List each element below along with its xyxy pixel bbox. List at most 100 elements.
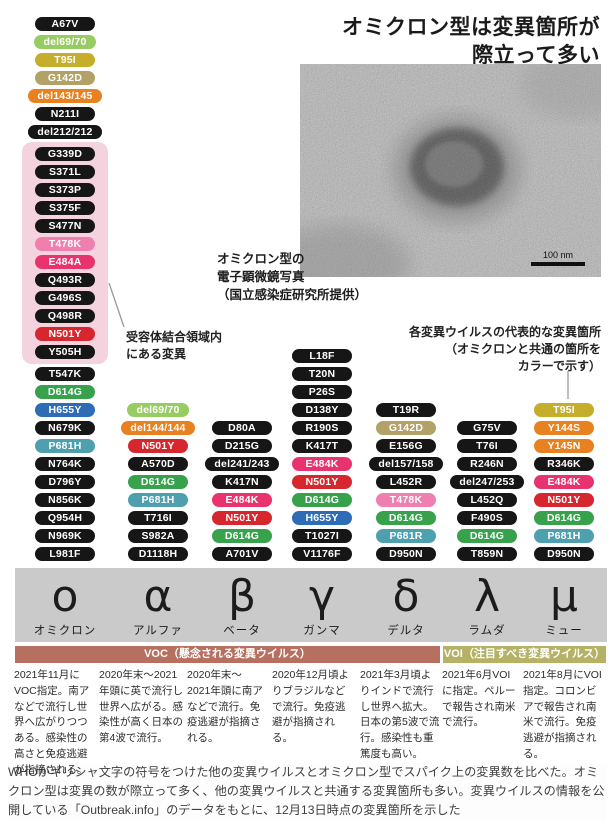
mutation-column-ベータ: D80A D215G del241/243 K417N E484K N501Y D614G A… [199, 421, 285, 561]
variant-description-オミクロン: 2021年11月にVOC指定。南アなどで流行し世界へ広がりつつある。感染性の高さ… [14, 669, 90, 776]
mutation-pill-T1027I: T1027I [292, 529, 352, 543]
variant-name: デルタ [387, 625, 425, 637]
mutation-pill-D1118H: D1118H [128, 547, 188, 561]
text-line: （国立感染症研究所提供） [217, 288, 368, 303]
mutation-pill-D215G: D215G [212, 439, 272, 453]
mutation-pill-del247/253: del247/253 [450, 475, 524, 489]
mutation-pill-G496S: G496S [35, 291, 95, 305]
greek-letter: δ [392, 571, 420, 622]
mutation-pill-T716I: T716I [128, 511, 188, 525]
leader-line-rbd [108, 282, 125, 328]
mutation-pill-Y145N: Y145N [534, 439, 594, 453]
text-line: 電子顕微鏡写真 [217, 270, 305, 285]
scale-bar [531, 262, 585, 266]
mutation-pill-D950N: D950N [376, 547, 436, 561]
mutation-pill-T478K: T478K [35, 237, 95, 251]
text-line: 受容体結合領域内 [126, 330, 223, 344]
variant-description-デルタ: 2021年3月頃よりインドで流行し世界へ拡大。日本の第5波で流行。感染性も重篤度… [360, 669, 440, 760]
mutation-pill-A67V: A67V [34, 17, 95, 31]
mutation-pill-E484K: E484K [534, 475, 594, 489]
mutation-pill-F490S: F490S [457, 511, 517, 525]
mutation-pill-Q493R: Q493R [35, 273, 95, 287]
mutation-pill-E484A: E484A [35, 255, 95, 269]
mutation-pill-L18F: L18F [292, 349, 352, 363]
mutation-pill-T859N: T859N [457, 547, 517, 561]
omicron-bottom-mutations: T547K D614G H655Y N679K P681H N764K D796Y N856K… [35, 367, 95, 561]
source-note: WHOがギリシャ文字の符号をつけた他の変異ウイルスとオミクロン型でスパイク上の変… [8, 763, 607, 820]
mutation-pill-R246N: R246N [457, 457, 517, 471]
greek-letter: γ [308, 571, 336, 622]
mutation-pill-T95I: T95I [534, 403, 594, 417]
mutation-pill-N969K: N969K [35, 529, 95, 543]
mutation-pill-del144/144: del144/144 [121, 421, 195, 435]
rbd-annotation: 受容体結合領域内 にある変異 [126, 329, 222, 363]
text-line: カラーで示す） [517, 358, 601, 373]
electron-microscope-photo: 100 nm [270, 49, 613, 304]
mutation-pill-T547K: T547K [35, 367, 95, 381]
greek-cell-デルタ: δ デルタ [361, 574, 451, 638]
variant-name: ラムダ [468, 625, 506, 637]
variant-description-ラムダ: 2021年6月VOIに指定。ペルーで報告され南米で流行。 [442, 669, 516, 729]
variant-name: ベータ [223, 625, 261, 637]
greek-cell-ベータ: β ベータ [197, 574, 287, 638]
mutation-pill-K417T: K417T [292, 439, 352, 453]
mutation-pill-del143/145: del143/145 [28, 89, 102, 103]
variant-description-アルファ: 2020年末〜2021年頭に英で流行し世界へ広がる。感染性が高く日本の第4波で流… [99, 669, 183, 744]
receptor-binding-domain-box: G339D S371L S373P S375F S477N T478K E484A Q493R… [22, 142, 108, 364]
mutation-pill-N764K: N764K [35, 457, 95, 471]
mutation-pill-del157/158: del157/158 [369, 457, 443, 471]
mutation-pill-T478K: T478K [376, 493, 436, 507]
mutation-pill-N501Y: N501Y [292, 475, 352, 489]
variant-name: アルファ [133, 625, 183, 637]
text-line: 各変異ウイルスの代表的な変異箇所 [408, 325, 601, 339]
greek-letter: β [227, 571, 257, 622]
mutation-pill-T95I: T95I [34, 53, 95, 67]
mutation-pill-H655Y: H655Y [292, 511, 352, 525]
mutation-pill-P681R: P681R [376, 529, 436, 543]
voc-classification-bar: VOC（懸念される変異ウイルス） [15, 646, 440, 663]
mutation-pill-D614G: D614G [534, 511, 594, 525]
mutation-pill-D614G: D614G [457, 529, 517, 543]
text-line: オミクロン型の [217, 252, 305, 266]
mutation-pill-D614G: D614G [292, 493, 352, 507]
mutation-pill-D796Y: D796Y [35, 475, 95, 489]
mutation-pill-Y505H: Y505H [35, 345, 95, 359]
greek-letter: μ [550, 571, 578, 622]
mutation-pill-E484K: E484K [292, 457, 352, 471]
mutation-pill-L452Q: L452Q [457, 493, 517, 507]
variant-name: ミュー [545, 625, 583, 637]
photo-caption: オミクロン型の 電子顕微鏡写真 （国立感染症研究所提供） [217, 250, 367, 304]
greek-letter: ο [51, 571, 79, 622]
mutation-pill-N679K: N679K [35, 421, 95, 435]
mutation-pill-D80A: D80A [212, 421, 272, 435]
mutation-pill-del241/243: del241/243 [205, 457, 279, 471]
omicron-top-mutations: A67V del69/70 T95I G142D del143/145 N211I del2… [28, 17, 102, 139]
mutation-pill-T76I: T76I [457, 439, 517, 453]
mutation-pill-N856K: N856K [35, 493, 95, 507]
mutation-column-ラムダ: G75V T76I R246N del247/253 L452Q F490S D614G T8… [444, 421, 530, 561]
mutation-pill-A570D: A570D [128, 457, 188, 471]
mutation-pill-P681H: P681H [128, 493, 188, 507]
mutation-pill-L452R: L452R [376, 475, 436, 489]
variant-description-ガンマ: 2020年12月頃よりブラジルなどで流行。免疫逃避が指摘される。 [272, 669, 350, 744]
mutation-pill-S373P: S373P [35, 183, 95, 197]
mutation-column-アルファ: del69/70 del144/144 N501Y A570D D614G P681H T7… [115, 403, 201, 561]
mutation-pill-G75V: G75V [457, 421, 517, 435]
mutation-pill-R190S: R190S [292, 421, 352, 435]
mutation-pill-N501Y: N501Y [128, 439, 188, 453]
mutation-pill-D614G: D614G [212, 529, 272, 543]
mutation-pill-H655Y: H655Y [35, 403, 95, 417]
mutation-pill-N501Y: N501Y [212, 511, 272, 525]
mutation-column-ガンマ: L18F T20N P26S D138Y R190S K417T E484K N501Y D61… [282, 349, 362, 561]
mutation-pill-G142D: G142D [34, 71, 95, 85]
mutation-pill-T20N: T20N [292, 367, 352, 381]
greek-letter: λ [473, 571, 501, 622]
variant-description-ベータ: 2020年末〜2021年頭に南アなどで流行。免疫逃避が指摘される。 [187, 669, 263, 744]
mutation-pill-D138Y: D138Y [292, 403, 352, 417]
mutation-pill-N501Y: N501Y [35, 327, 95, 341]
mutation-pill-D614G: D614G [376, 511, 436, 525]
mutation-pill-Y144S: Y144S [534, 421, 594, 435]
variant-name: ガンマ [303, 625, 341, 637]
mutation-pill-G339D: G339D [35, 147, 95, 161]
